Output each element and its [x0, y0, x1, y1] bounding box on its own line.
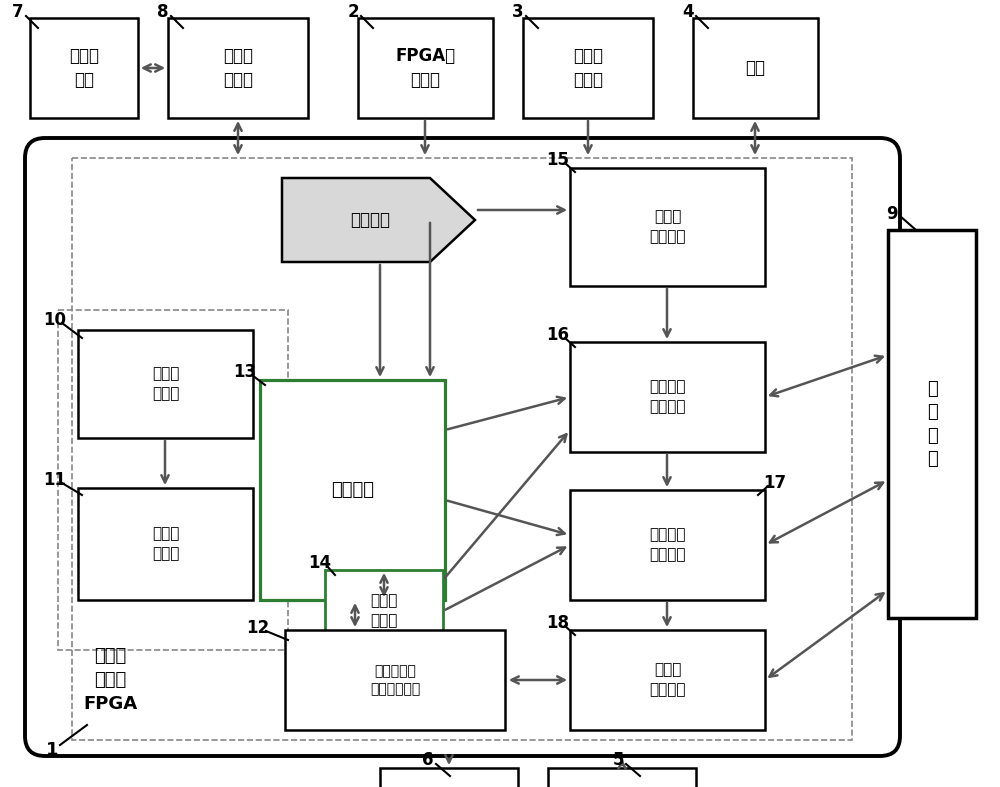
- Bar: [78, 488, 253, 600]
- Bar: [380, 768, 518, 787]
- Bar: [325, 570, 443, 652]
- Text: 跳频图
案发生器: 跳频图 案发生器: [649, 209, 686, 245]
- Text: 1: 1: [46, 741, 58, 759]
- Text: 6: 6: [422, 751, 434, 769]
- Text: 4: 4: [682, 3, 694, 21]
- Bar: [168, 18, 308, 118]
- Text: 5: 5: [612, 751, 624, 769]
- Bar: [523, 18, 653, 118]
- Text: 电平转
换模块: 电平转 换模块: [223, 47, 253, 89]
- Bar: [58, 310, 288, 650]
- Text: 17: 17: [763, 474, 787, 492]
- Text: 同步模块: 同步模块: [331, 481, 374, 499]
- FancyBboxPatch shape: [25, 138, 900, 756]
- Text: 7: 7: [12, 3, 24, 21]
- Text: 射频参数
配置模块: 射频参数 配置模块: [649, 379, 686, 415]
- Text: 15: 15: [546, 151, 570, 169]
- Text: 数据帧
操作模块: 数据帧 操作模块: [649, 663, 686, 697]
- Text: 全局控制: 全局控制: [350, 211, 390, 229]
- Bar: [72, 158, 852, 740]
- Text: 闪存: 闪存: [746, 59, 766, 77]
- Text: 12: 12: [246, 619, 270, 637]
- Text: 2: 2: [347, 3, 359, 21]
- Bar: [570, 342, 765, 452]
- Bar: [693, 18, 818, 118]
- Bar: [548, 768, 696, 787]
- Polygon shape: [282, 178, 475, 262]
- Bar: [888, 230, 976, 618]
- Text: 收发切换
控制模块: 收发切换 控制模块: [649, 527, 686, 563]
- Text: 时钟分
配模块: 时钟分 配模块: [152, 367, 179, 401]
- Text: 系统配
置模块: 系统配 置模块: [370, 593, 398, 628]
- Text: 10: 10: [44, 311, 66, 329]
- Text: 11: 11: [44, 471, 66, 489]
- Text: 外部时
钟模块: 外部时 钟模块: [573, 47, 603, 89]
- Text: 上位机驱动
速率转换模块: 上位机驱动 速率转换模块: [370, 663, 420, 696]
- Text: 9: 9: [886, 205, 898, 223]
- Text: 14: 14: [308, 554, 332, 572]
- Bar: [570, 168, 765, 286]
- Text: 8: 8: [157, 3, 169, 21]
- Text: 16: 16: [546, 326, 570, 344]
- Bar: [260, 380, 445, 600]
- Bar: [30, 18, 138, 118]
- Text: 18: 18: [546, 614, 570, 632]
- Bar: [570, 630, 765, 730]
- Text: 13: 13: [233, 363, 257, 381]
- Bar: [358, 18, 493, 118]
- Text: 上位机
接口: 上位机 接口: [69, 47, 99, 89]
- Text: 复位信
号处理: 复位信 号处理: [152, 527, 179, 561]
- Bar: [78, 330, 253, 438]
- Bar: [285, 630, 505, 730]
- Bar: [570, 490, 765, 600]
- Text: FPGA配
置接口: FPGA配 置接口: [395, 47, 456, 89]
- Text: 可编程
逻辑器
FPGA: 可编程 逻辑器 FPGA: [83, 648, 137, 712]
- Text: 射
频
接
口: 射 频 接 口: [927, 379, 937, 468]
- Text: 3: 3: [512, 3, 524, 21]
